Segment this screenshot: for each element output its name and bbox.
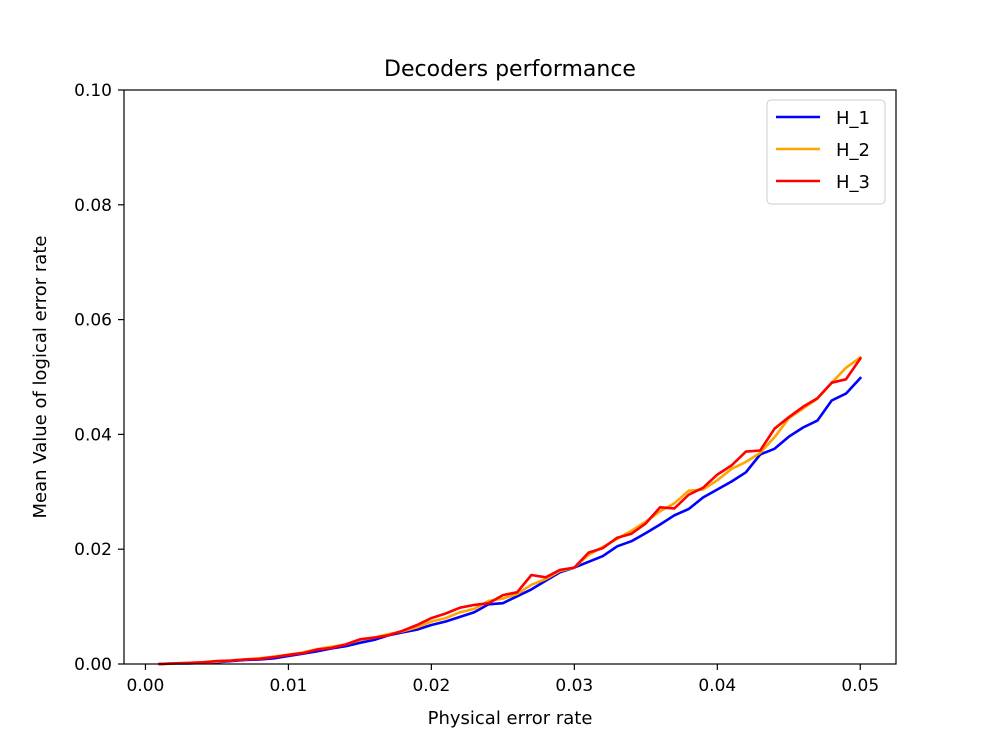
y-tick-label: 0.06	[74, 311, 112, 331]
y-axis-label: Mean Value of logical error rate	[30, 236, 51, 519]
legend-box	[766, 99, 886, 205]
y-tick-label: 0.08	[74, 196, 112, 216]
x-tick-label: 0.05	[841, 676, 879, 696]
y-tick-label: 0.10	[74, 81, 112, 101]
x-tick-label: 0.04	[698, 676, 736, 696]
legend-label: H_1	[836, 108, 870, 129]
series-line-h-3	[158, 356, 863, 666]
x-axis: 0.00 0.01 0.02 0.03 0.04 0.05	[127, 664, 879, 696]
series-layer	[158, 355, 863, 666]
x-tick-label: 0.03	[555, 676, 593, 696]
legend-label: H_3	[836, 172, 870, 193]
x-tick-label: 0.02	[412, 676, 450, 696]
y-tick-label: 0.00	[74, 655, 112, 675]
plot-frame	[123, 89, 897, 665]
y-tick-label: 0.02	[74, 540, 112, 560]
chart-title: Decoders performance	[384, 57, 636, 82]
x-tick-label: 0.00	[127, 676, 165, 696]
legend-items: H_1 H_2 H_3	[776, 108, 870, 193]
y-axis: 0.00 0.02 0.04 0.06 0.08 0.10	[74, 81, 124, 675]
legend-label: H_2	[836, 140, 870, 161]
x-tick-label: 0.01	[269, 676, 307, 696]
legend: H_1 H_2 H_3	[766, 99, 886, 205]
y-tick-label: 0.04	[74, 425, 112, 445]
x-axis-label: Physical error rate	[428, 708, 593, 729]
